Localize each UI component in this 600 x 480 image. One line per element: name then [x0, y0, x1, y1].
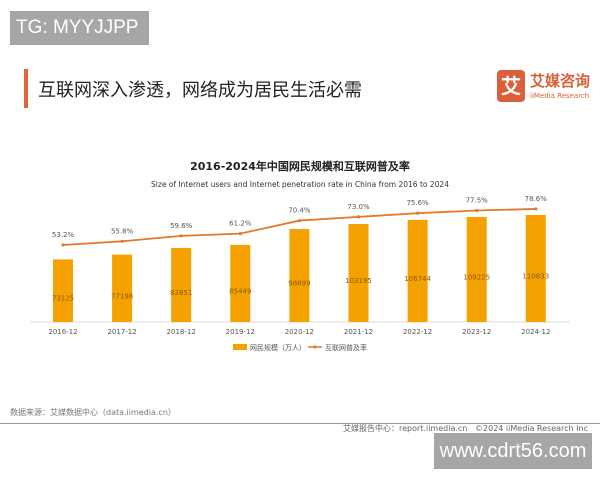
- bar: [171, 247, 192, 322]
- legend-line-marker: [313, 345, 317, 349]
- line-label: 73.0%: [347, 203, 370, 211]
- bar-label: 98899: [288, 280, 310, 288]
- bar: [525, 215, 546, 322]
- logo: 艾 艾媒咨询 iiMedia Research: [497, 70, 592, 106]
- chart-title: 2016-2024年中国网民规模和互联网普及率: [190, 159, 410, 173]
- bar-label: 106744: [404, 275, 431, 283]
- line-label: 77.5%: [466, 196, 489, 204]
- copyright: ©2024 iiMedia Research Inc: [475, 424, 588, 433]
- bar-label: 85449: [229, 287, 251, 295]
- line-point: [120, 239, 124, 243]
- legend-line-label: 互联网普及率: [325, 343, 367, 352]
- bar: [230, 244, 251, 322]
- x-tick-label: 2024-12: [521, 328, 550, 336]
- bar-label: 73125: [52, 295, 74, 303]
- bar: [466, 216, 487, 322]
- line-point: [297, 218, 301, 223]
- heading-accent: [24, 69, 28, 108]
- x-tick-label: 2022-12: [403, 328, 432, 336]
- line-point: [475, 208, 479, 213]
- report-link: 艾媒报告中心：report.iimedia.cn: [343, 424, 468, 433]
- x-tick-label: 2016-12: [48, 328, 77, 336]
- watermark-bottom: www.cdrt56.com: [434, 433, 592, 469]
- chart: 2016-2024年中国网民规模和互联网普及率 Size of Internet…: [30, 159, 570, 352]
- line-point: [534, 207, 538, 211]
- x-tick-label: 2021-12: [344, 328, 373, 336]
- bar: [112, 254, 133, 322]
- watermark-top: TG: MYYJJPP: [10, 11, 149, 45]
- x-tick-label: 2019-12: [226, 328, 255, 336]
- bar: [289, 229, 310, 322]
- logo-mark: 艾: [497, 70, 525, 102]
- logo-en: iiMedia Research: [530, 92, 590, 100]
- line-label: 59.6%: [170, 222, 193, 230]
- bar-label: 109225: [463, 273, 490, 281]
- x-tick-label: 2018-12: [167, 328, 196, 336]
- line-label: 70.4%: [288, 207, 311, 215]
- bar-label: 110833: [522, 273, 549, 281]
- bar: [407, 219, 428, 322]
- line-label: 55.8%: [111, 227, 134, 235]
- line-point: [238, 232, 242, 236]
- line-point: [179, 234, 183, 238]
- chart-subtitle: Size of Internet users and Internet pene…: [151, 180, 449, 189]
- legend-bar-swatch: [233, 344, 247, 350]
- line-point: [356, 215, 361, 219]
- line-label: 78.6%: [525, 195, 548, 203]
- bar-label: 77198: [111, 292, 133, 300]
- x-tick-label: 2023-12: [462, 328, 491, 336]
- x-tick-label: 2017-12: [107, 328, 136, 336]
- footer-right: 艾媒报告中心：report.iimedia.cn ©2024 iiMedia R…: [343, 423, 588, 434]
- bar: [53, 259, 73, 322]
- footer-divider: [0, 423, 600, 424]
- line-label: 75.6%: [406, 199, 429, 207]
- line-label: 53.2%: [52, 231, 75, 239]
- line-label: 61.2%: [229, 220, 252, 228]
- line-point: [416, 211, 420, 215]
- logo-cn: 艾媒咨询: [530, 72, 591, 90]
- bar: [348, 223, 369, 322]
- bar-label: 103195: [345, 277, 372, 285]
- x-tick-label: 2020-12: [285, 328, 314, 336]
- bar-label: 82851: [170, 289, 192, 297]
- legend-bar-label: 网民规模（万人）: [250, 343, 306, 352]
- data-source: 数据来源：艾媒数据中心（data.iimedia.cn）: [10, 408, 176, 417]
- line-point: [61, 243, 65, 247]
- page-title: 互联网深入渗透，网络成为居民生活必需: [38, 80, 362, 101]
